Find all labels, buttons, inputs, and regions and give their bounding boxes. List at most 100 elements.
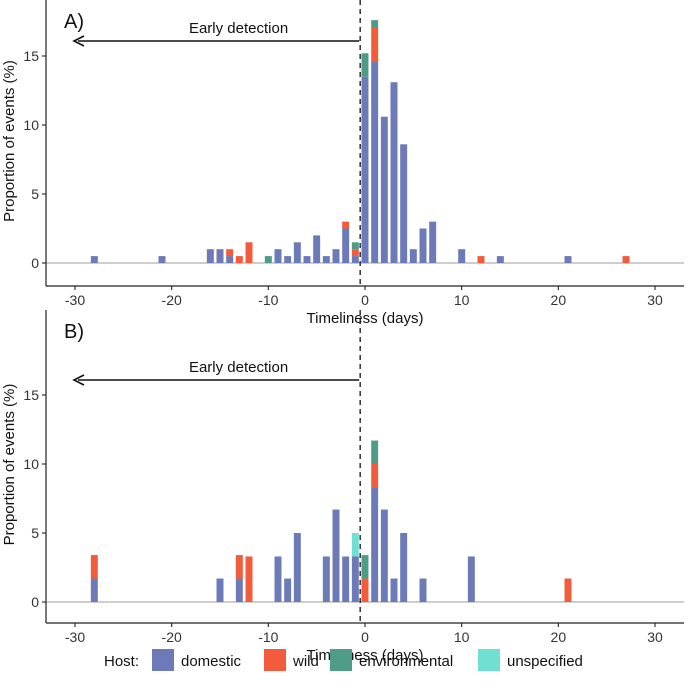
panel-label: B): [64, 321, 84, 343]
x-tick-label: 0: [361, 629, 369, 645]
x-tick-label: 20: [551, 292, 567, 308]
x-axis-title: Timeliness (days): [307, 310, 424, 327]
x-tick-label: -30: [65, 629, 85, 645]
y-tick-label: 15: [23, 387, 39, 403]
bar-domestic-x-21: [158, 256, 166, 263]
bar-domestic-x1: [371, 487, 379, 602]
legend-label-wild: wild: [292, 653, 319, 670]
bar-domestic-x5: [409, 249, 417, 263]
bar-domestic-x1: [371, 61, 379, 263]
bar-domestic-x-28: [90, 256, 98, 263]
bar-environmental-x0: [361, 555, 369, 579]
bar-domestic-x2: [380, 116, 388, 263]
x-tick-label: 30: [647, 629, 663, 645]
bar-wild-x-12: [245, 242, 253, 263]
bar-wild-x0: [361, 578, 369, 602]
legend-swatch-domestic: [152, 649, 174, 671]
bar-domestic-x-4: [322, 256, 330, 263]
bar-domestic-x-14: [226, 256, 234, 263]
bar-domestic-x-15: [216, 578, 224, 602]
panel-a: Early detection -30 -20 -10 0 10 20 30 0 5 10 15 Tim…: [1, 0, 684, 327]
bar-wild-x1: [371, 27, 379, 62]
x-tick-label: -10: [258, 629, 278, 645]
bar-environmental-x1: [371, 440, 379, 464]
bar-domestic-x2: [380, 509, 388, 602]
early-detection-arrow-head: [72, 374, 85, 386]
bar-environmental-x-10: [264, 256, 272, 263]
y-tick-label: 0: [31, 594, 39, 610]
y-tick-label: 15: [23, 48, 39, 64]
legend-swatch-wild: [264, 649, 286, 671]
x-tick-label: 20: [551, 629, 567, 645]
x-tick-label: 0: [361, 292, 369, 308]
bar-wild-x-14: [226, 249, 234, 257]
bar-domestic-x-7: [293, 242, 301, 263]
bar-unspecified-x-1: [351, 533, 359, 557]
legend-label-domestic: domestic: [181, 653, 242, 670]
bar-domestic-x-28: [90, 578, 98, 602]
bar-wild-x-12: [245, 556, 253, 602]
bar-domestic-x-16: [206, 249, 214, 263]
x-tick-label: -10: [258, 292, 278, 308]
y-tick-label: 5: [31, 186, 39, 202]
early-detection-label: Early detection: [189, 359, 288, 376]
bar-domestic-x-6: [303, 256, 311, 263]
bar-domestic-x-15: [216, 249, 224, 263]
bar-domestic-x-1: [351, 256, 359, 263]
bar-domestic-x21: [564, 256, 572, 263]
bar-wild-x12: [477, 256, 485, 263]
x-tick-label: 30: [647, 292, 663, 308]
early-detection-label: Early detection: [189, 20, 288, 37]
bar-domestic-x7: [429, 221, 437, 263]
legend-label-unspecified: unspecified: [507, 653, 583, 670]
legend-label-environmental: environmental: [359, 653, 453, 670]
bar-wild-x1: [371, 464, 379, 488]
bar-environmental-x1: [371, 20, 379, 28]
legend-title: Host:: [104, 653, 139, 670]
bar-environmental-x0: [361, 53, 369, 77]
x-tick-label: -20: [162, 629, 182, 645]
bar-domestic-x10: [458, 249, 466, 263]
bar-wild-x21: [564, 578, 572, 602]
panel-label: A): [64, 11, 84, 33]
bar-domestic-x14: [496, 256, 504, 263]
x-tick-label: 10: [454, 292, 470, 308]
legend-swatch-environmental: [330, 649, 352, 671]
bar-wild-x-2: [342, 221, 350, 229]
bar-domestic-x6: [419, 578, 427, 602]
bar-domestic-x3: [390, 578, 398, 602]
y-tick-label: 10: [23, 117, 39, 133]
bar-domestic-x-4: [322, 556, 330, 602]
bar-domestic-x-2: [342, 556, 350, 602]
y-tick-label: 0: [31, 255, 39, 271]
legend: Host: domestic wild environmental unspec…: [104, 649, 583, 671]
bar-domestic-x-13: [235, 578, 243, 602]
bar-domestic-x4: [400, 144, 408, 263]
x-tick-label: -20: [162, 292, 182, 308]
bar-domestic-x-3: [332, 249, 340, 263]
legend-swatch-unspecified: [478, 649, 500, 671]
bar-domestic-x4: [400, 533, 408, 602]
bar-domestic-x-7: [293, 533, 301, 602]
bar-wild-x27: [622, 256, 630, 263]
bar-domestic-x-9: [274, 556, 282, 602]
y-axis-title: Proportion of events (%): [1, 60, 18, 222]
x-tick-label: -30: [65, 292, 85, 308]
bar-domestic-x6: [419, 228, 427, 263]
y-axis-title: Proportion of events (%): [1, 384, 18, 546]
bar-domestic-x11: [467, 556, 475, 602]
bar-domestic-x-8: [284, 256, 292, 263]
bar-domestic-x0: [361, 76, 369, 263]
y-tick-label: 10: [23, 456, 39, 472]
bar-wild-x-1: [351, 249, 359, 257]
bar-wild-x-13: [235, 256, 243, 263]
bar-environmental-x-1: [351, 242, 359, 250]
x-tick-label: 10: [454, 629, 470, 645]
bar-wild-x-28: [90, 555, 98, 579]
bar-domestic-x-2: [342, 228, 350, 263]
bar-domestic-x-5: [313, 235, 321, 263]
y-tick-label: 5: [31, 525, 39, 541]
bar-wild-x-13: [235, 555, 243, 579]
bar-domestic-x-8: [284, 578, 292, 602]
